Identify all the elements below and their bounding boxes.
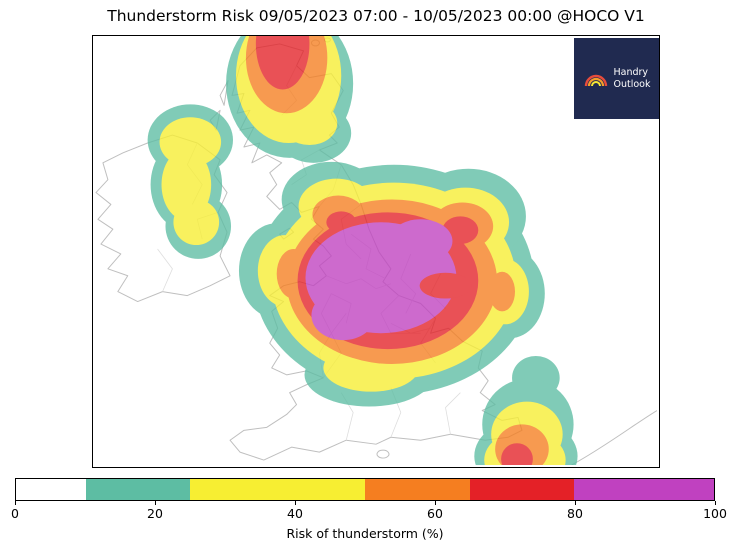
colorbar-tick-label: 60	[427, 506, 443, 521]
colorbar-tick	[575, 501, 576, 505]
colorbar-tick-label: 20	[147, 506, 163, 521]
colorbar	[15, 478, 715, 501]
logo-text-line1: Handry	[613, 66, 649, 78]
colorbar-segment	[85, 479, 191, 500]
risk-contour-southeast	[474, 356, 578, 465]
colorbar-tick	[155, 501, 156, 505]
logo-text: Handry Outlook	[614, 67, 651, 91]
colorbar-tick-label: 0	[11, 506, 19, 521]
colorbar-ticks: 0 20 40 60 80 100	[11, 501, 727, 525]
continental-coastline	[571, 410, 657, 465]
logo-text-line2: Outlook	[613, 78, 651, 90]
colorbar-tick-label: 100	[703, 506, 727, 521]
logo-badge: Handry Outlook	[574, 38, 659, 119]
colorbar-segment	[364, 479, 470, 500]
colorbar-tick-label: 40	[287, 506, 303, 521]
rainbow-icon	[584, 74, 607, 86]
colorbar-segment	[469, 479, 575, 500]
colorbar-axis-label: Risk of thunderstorm (%)	[286, 526, 444, 541]
colorbar-tick	[295, 501, 296, 505]
risk-contour-west	[147, 104, 234, 259]
colorbar-tick-label: 80	[567, 506, 583, 521]
risk-contour-central	[238, 161, 545, 407]
colorbar-segment	[574, 479, 714, 500]
colorbar-segment	[16, 479, 86, 500]
map-plot: Handry Outlook	[92, 35, 660, 468]
colorbar-segment	[190, 479, 365, 500]
colorbar-tick	[715, 501, 716, 505]
chart-title: Thunderstorm Risk 09/05/2023 07:00 - 10/…	[107, 7, 645, 25]
colorbar-axes: 0 20 40 60 80 100 Risk of thunderstorm (%)	[11, 478, 727, 541]
risk-map-svg	[95, 36, 657, 465]
colorbar-tick	[15, 501, 16, 505]
risk-contour-north	[226, 36, 354, 163]
colorbar-tick	[435, 501, 436, 505]
